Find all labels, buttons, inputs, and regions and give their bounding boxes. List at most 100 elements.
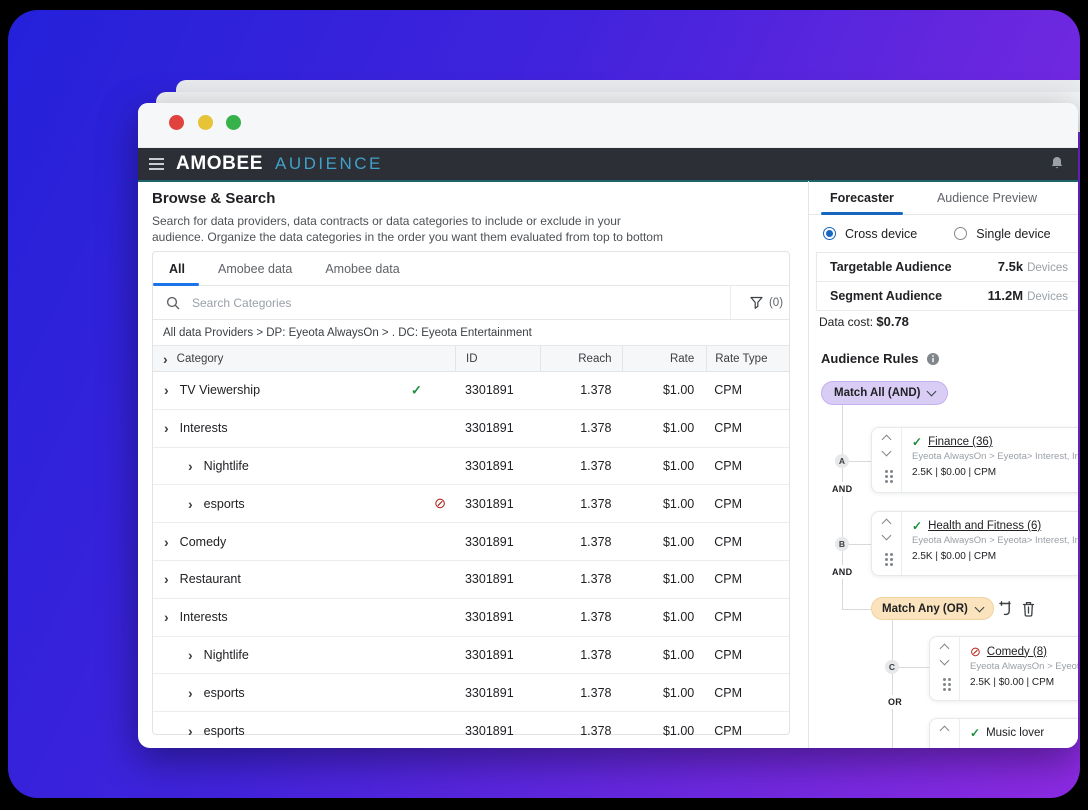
stat-unit: Devices	[1027, 291, 1068, 303]
minimize-window-button[interactable]	[198, 115, 213, 130]
cell-rate-type: CPM	[714, 723, 743, 738]
table-row[interactable]: › TV Viewership ✓ 3301891 1.378 $1.00 CPM	[153, 372, 789, 410]
tab-all[interactable]: All	[153, 252, 199, 286]
cell-rate: $1.00	[662, 572, 695, 587]
rule-card-finance[interactable]: ✓ Finance (36) Eyeota AlwaysOn > Eyeota> …	[871, 427, 1078, 493]
move-down-icon[interactable]	[939, 655, 950, 666]
row-expand-chevron-icon[interactable]: ›	[188, 646, 193, 663]
rule-name-link[interactable]: Comedy (8)	[986, 645, 1047, 658]
move-down-icon[interactable]	[881, 446, 892, 457]
table-row[interactable]: › esports 3301891 1.378 $1.00 CPM	[153, 712, 789, 748]
audience-stats: Targetable Audience 7.5k Devices Segment …	[816, 252, 1078, 311]
col-id: ID	[466, 352, 478, 365]
table-row[interactable]: › Interests 3301891 1.378 $1.00 CPM	[153, 410, 789, 448]
included-check-icon: ✓	[970, 726, 981, 740]
included-check-icon: ✓	[411, 382, 422, 398]
cross-device-radio[interactable]	[823, 227, 836, 240]
close-window-button[interactable]	[169, 115, 184, 130]
row-expand-chevron-icon[interactable]: ›	[164, 382, 169, 399]
category-label: esports	[203, 723, 245, 738]
row-expand-chevron-icon[interactable]: ›	[164, 609, 169, 626]
rule-card-rail	[930, 637, 960, 700]
cell-reach: 1.378	[580, 572, 612, 587]
drag-handle-icon[interactable]	[885, 470, 888, 473]
table-row[interactable]: › esports 3301891 1.378 $1.00 CPM	[153, 674, 789, 713]
hamburger-menu-icon[interactable]	[149, 158, 164, 170]
rule-name-link[interactable]: Finance (36)	[928, 436, 993, 448]
rule-card-health[interactable]: ✓ Health and Fitness (6) Eyeota AlwaysOn …	[871, 511, 1078, 576]
match-any-operator-dropdown[interactable]: Match Any (OR)	[871, 597, 994, 620]
stat-label: Segment Audience	[830, 289, 943, 303]
move-up-icon[interactable]	[881, 518, 892, 529]
rule-path: Eyeota AlwaysOn > Eyeota> Interest, Inte…	[912, 451, 1078, 462]
row-expand-chevron-icon[interactable]: ›	[188, 457, 193, 474]
rule-card-comedy[interactable]: ⊘Comedy (8) Eyeota AlwaysOn > Eyeota> I …	[929, 636, 1078, 701]
cell-rate: $1.00	[662, 496, 695, 511]
rule-name-link[interactable]: Health and Fitness (6)	[928, 520, 1042, 532]
rule-tree-line	[843, 461, 871, 462]
row-expand-chevron-icon[interactable]: ›	[188, 495, 193, 512]
match-all-operator-dropdown[interactable]: Match All (AND)	[821, 381, 949, 405]
table-row[interactable]: › Comedy 3301891 1.378 $1.00 CPM	[153, 523, 789, 561]
search-input[interactable]	[190, 294, 729, 311]
move-up-icon[interactable]	[939, 643, 950, 654]
filter-funnel-icon	[750, 296, 763, 309]
row-expand-chevron-icon[interactable]: ›	[164, 420, 169, 437]
tab-amobee-data-2[interactable]: Amobee data	[325, 261, 400, 276]
excluded-block-icon: ⊘	[970, 644, 981, 659]
table-row[interactable]: › Restaurant 3301891 1.378 $1.00 CPM	[153, 561, 789, 599]
row-expand-chevron-icon[interactable]: ›	[188, 722, 193, 739]
rule-path: Eyeota AlwaysOn > Eyeota> Interest, Inte…	[912, 535, 1078, 546]
move-up-icon[interactable]	[881, 434, 892, 445]
delete-group-button[interactable]	[1021, 600, 1036, 622]
col-reach: Reach	[578, 352, 612, 365]
table-row[interactable]: › Interests 3301891 1.378 $1.00 CPM	[153, 599, 789, 637]
info-icon[interactable]	[926, 352, 940, 366]
table-row[interactable]: › Nightlife 3301891 1.378 $1.00 CPM	[153, 637, 789, 675]
breadcrumb[interactable]: All data Providers > DP: Eyeota AlwaysOn…	[153, 320, 789, 346]
rule-card-rail	[930, 719, 960, 748]
segment-audience-row: Segment Audience 11.2M Devices	[817, 281, 1078, 310]
ungroup-button[interactable]	[998, 600, 1014, 622]
tab-forecaster[interactable]: Forecaster	[821, 181, 903, 215]
browse-card: All Amobee data Amobee data (0) All data…	[152, 251, 790, 738]
move-down-icon[interactable]	[881, 530, 892, 541]
cell-id: 3301891	[464, 647, 514, 662]
drag-handle-icon[interactable]	[943, 678, 946, 681]
page-description: Search for data providers, data contract…	[152, 214, 663, 244]
cell-reach: 1.378	[580, 534, 612, 549]
tab-amobee-data-1[interactable]: Amobee data	[217, 261, 293, 276]
row-expand-chevron-icon[interactable]: ›	[164, 533, 169, 550]
category-label: Restaurant	[179, 572, 241, 587]
filter-button[interactable]: (0)	[730, 286, 789, 319]
product-name: AUDIENCE	[275, 154, 383, 173]
move-up-icon[interactable]	[939, 725, 950, 736]
search-row: (0)	[153, 286, 789, 320]
row-expand-chevron-icon[interactable]: ›	[188, 684, 193, 701]
single-device-radio[interactable]	[954, 227, 968, 240]
trash-icon	[1022, 601, 1035, 617]
drag-handle-icon[interactable]	[885, 553, 888, 556]
rule-card-music-lover[interactable]: ✓ Music lover	[929, 718, 1078, 748]
rule-name-link[interactable]: Music lover	[986, 727, 1045, 739]
page-title: Browse & Search	[152, 190, 276, 207]
header-expand-chevron-icon[interactable]: ›	[163, 350, 168, 367]
excluded-block-icon: ⊘	[434, 495, 447, 512]
header-accent-line	[138, 180, 1078, 182]
background-gradient: AMOBEE AUDIENCE Browse & Search Search f…	[8, 10, 1080, 798]
single-device-label: Single device	[976, 226, 1051, 241]
maximize-window-button[interactable]	[226, 115, 241, 130]
row-expand-chevron-icon[interactable]: ›	[164, 571, 169, 588]
col-category: Category	[176, 352, 224, 365]
data-source-tabs: All Amobee data Amobee data	[153, 252, 789, 286]
table-row[interactable]: › esports ⊘ 3301891 1.378 $1.00 CPM	[153, 485, 789, 524]
table-row[interactable]: › Nightlife 3301891 1.378 $1.00 CPM	[153, 448, 789, 486]
tab-audience-preview[interactable]: Audience Preview	[936, 190, 1037, 205]
forecaster-pane: Forecaster Audience Preview Cross device…	[808, 181, 1078, 748]
category-label: Nightlife	[203, 458, 249, 473]
stat-value: 7.5k	[997, 259, 1024, 274]
notifications-bell-icon[interactable]	[1049, 155, 1065, 177]
ungroup-icon	[999, 601, 1011, 616]
included-check-icon: ✓	[912, 435, 923, 449]
cell-id: 3301891	[464, 685, 514, 700]
